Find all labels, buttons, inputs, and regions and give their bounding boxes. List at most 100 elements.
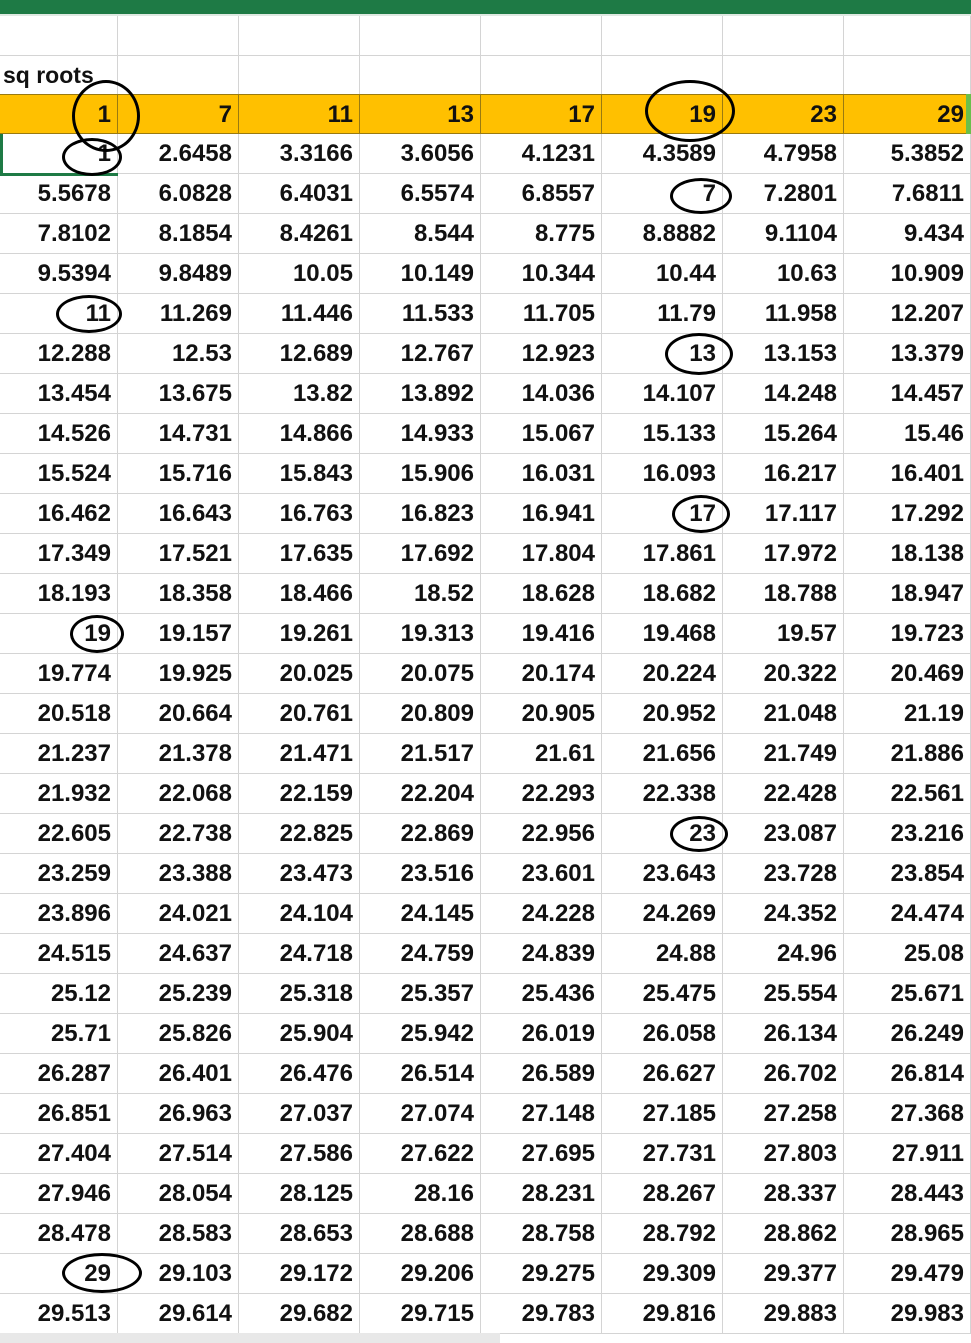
cell[interactable]: 23.896 [0, 894, 118, 934]
cell[interactable]: 19.925 [118, 654, 239, 694]
cell[interactable]: 27.695 [481, 1134, 602, 1174]
cell[interactable]: 17.349 [0, 534, 118, 574]
cell[interactable]: 19 [0, 614, 118, 654]
cell[interactable]: 23.643 [602, 854, 723, 894]
cell[interactable]: 1 [0, 94, 118, 134]
cell[interactable] [239, 56, 360, 96]
cell[interactable]: 23.388 [118, 854, 239, 894]
cell[interactable] [481, 56, 602, 96]
cell[interactable]: 9.434 [844, 214, 971, 254]
cell[interactable]: 20.224 [602, 654, 723, 694]
cell[interactable]: 24.759 [360, 934, 481, 974]
cell[interactable]: 25.12 [0, 974, 118, 1014]
cell[interactable]: 6.5574 [360, 174, 481, 214]
cell[interactable]: 11 [0, 294, 118, 334]
cell[interactable]: 22.159 [239, 774, 360, 814]
cell[interactable]: 28.125 [239, 1174, 360, 1214]
cell[interactable]: 21.932 [0, 774, 118, 814]
cell[interactable]: 27.803 [723, 1134, 844, 1174]
cell[interactable]: 12.288 [0, 334, 118, 374]
cell[interactable]: 18.358 [118, 574, 239, 614]
cell[interactable]: 13.379 [844, 334, 971, 374]
cell[interactable] [602, 16, 723, 56]
cell[interactable]: 2.6458 [118, 134, 239, 174]
cell[interactable]: 23 [723, 94, 844, 134]
cell[interactable]: 29.883 [723, 1294, 844, 1334]
cell[interactable]: 26.249 [844, 1014, 971, 1054]
cell[interactable]: 14.248 [723, 374, 844, 414]
cell[interactable]: 20.469 [844, 654, 971, 694]
cell[interactable]: 3.3166 [239, 134, 360, 174]
cell[interactable]: 20.905 [481, 694, 602, 734]
cell[interactable] [723, 16, 844, 56]
cell[interactable]: 29.614 [118, 1294, 239, 1334]
cell[interactable]: 28.267 [602, 1174, 723, 1214]
cell[interactable]: 19.774 [0, 654, 118, 694]
cell[interactable]: 25.71 [0, 1014, 118, 1054]
cell[interactable]: 17 [602, 494, 723, 534]
cell[interactable]: 7.2801 [723, 174, 844, 214]
cell[interactable]: 29 [0, 1254, 118, 1294]
cell[interactable]: 20.518 [0, 694, 118, 734]
cell[interactable]: 24.104 [239, 894, 360, 934]
cell[interactable]: 17.804 [481, 534, 602, 574]
cell[interactable] [118, 56, 239, 96]
cell[interactable]: 21.656 [602, 734, 723, 774]
cell[interactable]: 13.454 [0, 374, 118, 414]
cell[interactable]: 24.88 [602, 934, 723, 974]
cell[interactable]: 20.174 [481, 654, 602, 694]
cell[interactable]: 17.117 [723, 494, 844, 534]
cell[interactable]: 22.869 [360, 814, 481, 854]
cell[interactable]: 26.963 [118, 1094, 239, 1134]
cell[interactable]: 26.287 [0, 1054, 118, 1094]
cell[interactable]: 21.471 [239, 734, 360, 774]
cell[interactable]: 19 [602, 94, 723, 134]
cell[interactable]: 28.231 [481, 1174, 602, 1214]
cell[interactable]: 25.08 [844, 934, 971, 974]
cell[interactable]: 11.79 [602, 294, 723, 334]
cell[interactable]: 15.906 [360, 454, 481, 494]
cell[interactable] [481, 16, 602, 56]
cell[interactable] [723, 56, 844, 96]
cell[interactable]: 26.702 [723, 1054, 844, 1094]
cell[interactable]: 26.814 [844, 1054, 971, 1094]
cell[interactable]: 24.474 [844, 894, 971, 934]
cell[interactable]: 18.138 [844, 534, 971, 574]
cell[interactable] [844, 16, 971, 56]
cell[interactable]: 22.738 [118, 814, 239, 854]
cell[interactable]: 27.258 [723, 1094, 844, 1134]
cell[interactable]: 24.96 [723, 934, 844, 974]
cell[interactable]: 22.825 [239, 814, 360, 854]
cell[interactable]: 16.462 [0, 494, 118, 534]
cell[interactable] [239, 16, 360, 56]
cell[interactable]: 23 [602, 814, 723, 854]
cell[interactable]: 17.635 [239, 534, 360, 574]
cell[interactable]: 27.514 [118, 1134, 239, 1174]
cell[interactable]: 15.716 [118, 454, 239, 494]
cell[interactable]: 20.664 [118, 694, 239, 734]
cell[interactable]: 20.952 [602, 694, 723, 734]
cell[interactable]: 7.8102 [0, 214, 118, 254]
cell[interactable]: 5.5678 [0, 174, 118, 214]
cell[interactable]: 11.446 [239, 294, 360, 334]
cell[interactable]: 23.259 [0, 854, 118, 894]
cell[interactable]: 24.021 [118, 894, 239, 934]
cell[interactable]: 9.1104 [723, 214, 844, 254]
cell[interactable]: 28.478 [0, 1214, 118, 1254]
cell[interactable]: 3.6056 [360, 134, 481, 174]
cell[interactable]: 6.4031 [239, 174, 360, 214]
cell[interactable]: 6.8557 [481, 174, 602, 214]
cell[interactable]: 27.185 [602, 1094, 723, 1134]
cell[interactable]: 24.718 [239, 934, 360, 974]
cell[interactable]: 22.561 [844, 774, 971, 814]
cell[interactable]: 28.583 [118, 1214, 239, 1254]
cell[interactable]: 11 [239, 94, 360, 134]
cell[interactable]: 26.019 [481, 1014, 602, 1054]
cell[interactable]: 22.068 [118, 774, 239, 814]
cell[interactable]: 4.3589 [602, 134, 723, 174]
cell[interactable]: 21.749 [723, 734, 844, 774]
cell[interactable]: 28.337 [723, 1174, 844, 1214]
cell[interactable]: 28.16 [360, 1174, 481, 1214]
cell[interactable]: 7 [602, 174, 723, 214]
cell[interactable]: 14.107 [602, 374, 723, 414]
